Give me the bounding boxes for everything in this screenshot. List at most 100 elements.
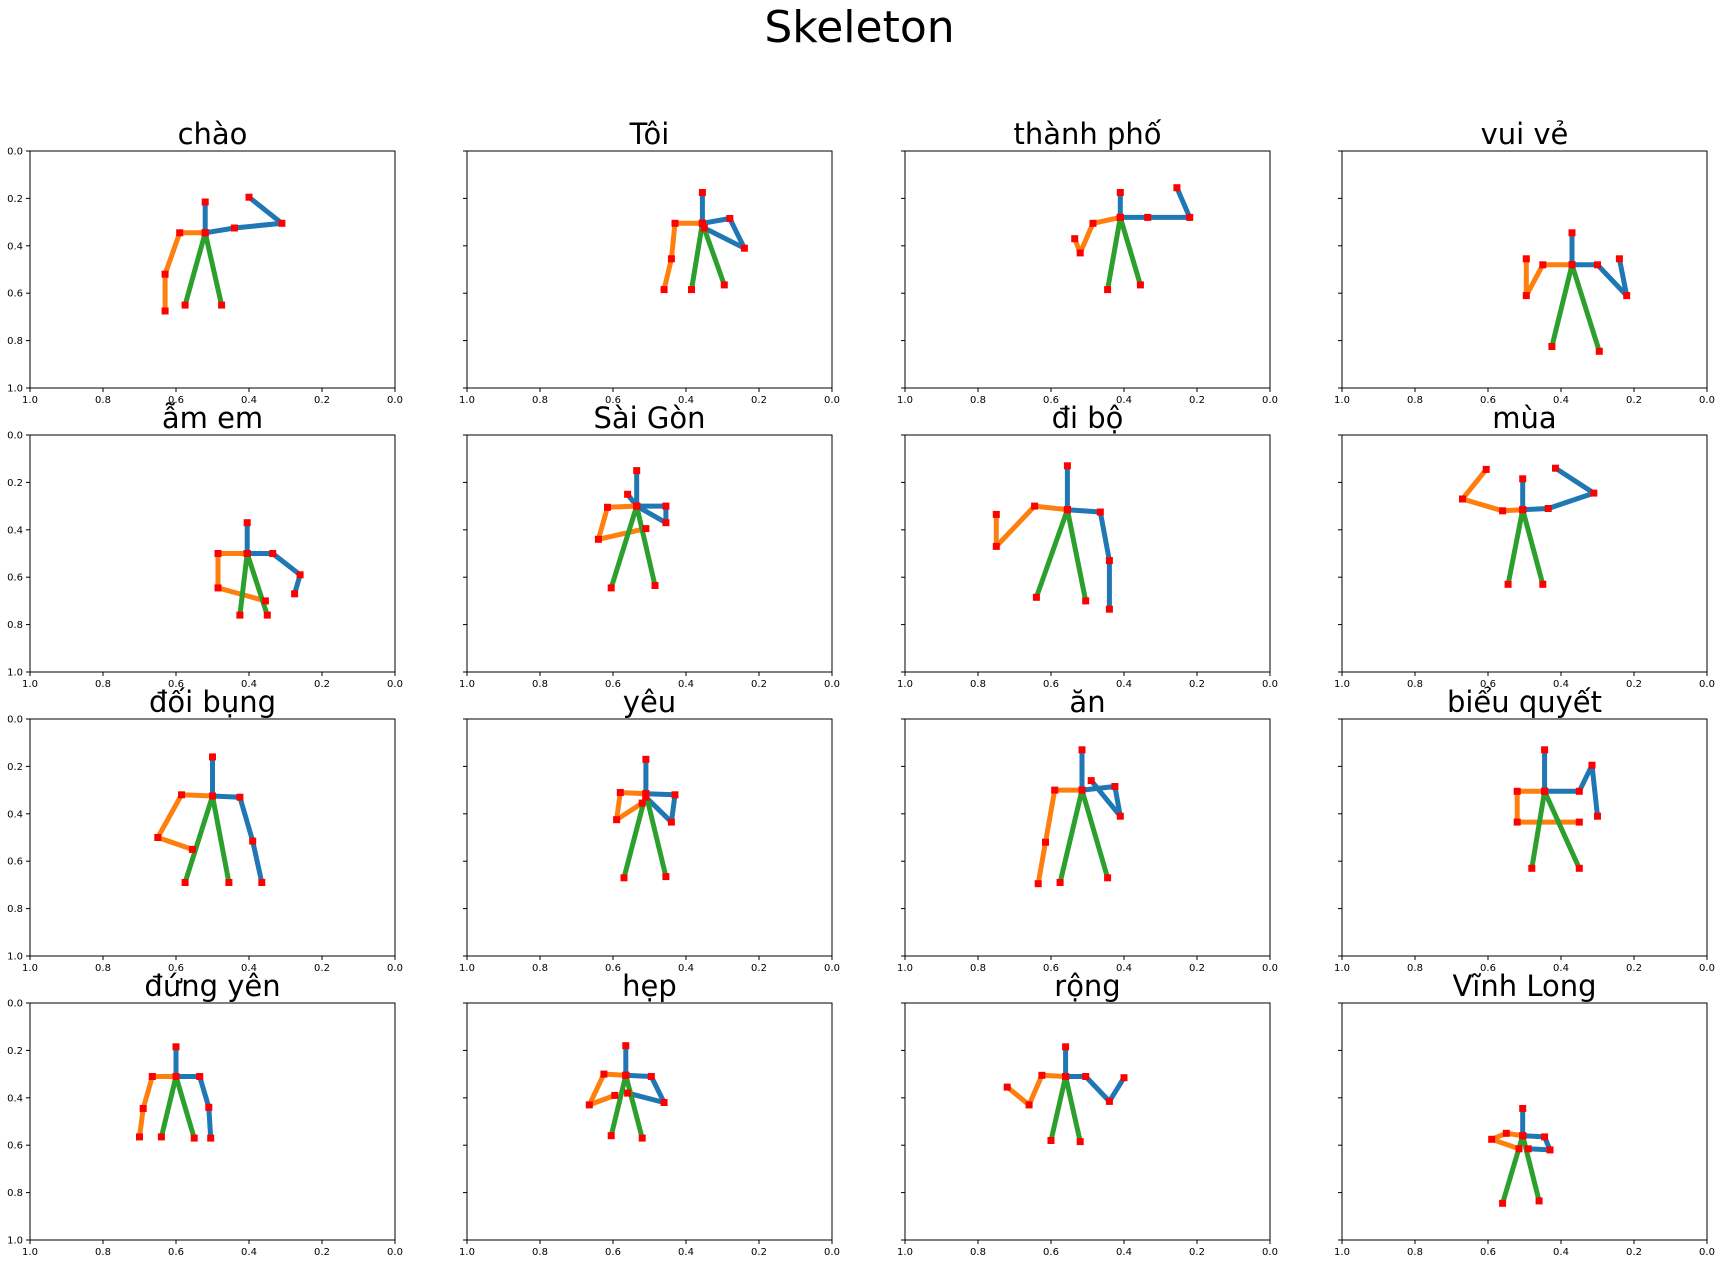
subplot-title: ăn — [1069, 685, 1105, 719]
skeleton-limb-line — [1034, 507, 1089, 602]
x-tick-label: 0.6 — [1480, 679, 1496, 690]
x-tick-label: 0.8 — [970, 963, 986, 974]
joint-marker — [1528, 864, 1536, 872]
joint-marker — [622, 1071, 630, 1079]
x-tick-label: 0.2 — [1626, 679, 1642, 690]
subplot-title: biểu quyết — [1447, 685, 1602, 719]
subplot: yêu 1.0 0.8 0.6 0.4 0.2 0.0 — [459, 685, 840, 974]
x-tick-label: 0.2 — [1189, 963, 1205, 974]
axes-frame — [29, 434, 396, 673]
x-tick-label: 1.0 — [1334, 679, 1350, 690]
joint-marker — [594, 535, 602, 543]
y-tick-label: 1.0 — [7, 952, 23, 963]
x-tick-label: 1.0 — [897, 963, 913, 974]
joint-marker — [214, 550, 222, 557]
joint-marker — [992, 510, 1000, 518]
joint-marker — [642, 755, 650, 763]
joint-marker — [726, 215, 734, 222]
x-tick-label: 0.0 — [387, 395, 403, 406]
x-tick-label: 1.0 — [459, 963, 475, 974]
joint-marker — [1173, 184, 1181, 192]
joint-marker — [1502, 1129, 1510, 1137]
axes-frame — [466, 150, 833, 389]
joint-marker — [1588, 761, 1596, 769]
joint-marker — [1552, 464, 1559, 472]
joint-marker — [1076, 1138, 1084, 1146]
joint-marker — [1504, 580, 1512, 588]
joint-marker — [1515, 1145, 1523, 1153]
x-tick-label: 0.8 — [1407, 679, 1423, 690]
joint-marker — [190, 1134, 198, 1142]
x-tick-label: 0.8 — [95, 963, 111, 974]
joint-marker — [1047, 1137, 1055, 1144]
joint-marker — [1594, 812, 1601, 820]
x-tick-label: 0.2 — [751, 1247, 767, 1258]
joint-marker — [261, 597, 269, 605]
subplot-title: thành phố — [1013, 117, 1161, 151]
joint-marker — [181, 301, 189, 309]
axes-frame — [1341, 1002, 1708, 1241]
joint-marker — [1595, 347, 1603, 355]
skeleton-limb-line — [155, 792, 213, 852]
joint-marker — [633, 467, 641, 475]
joint-marker — [700, 224, 708, 232]
joint-marker — [225, 879, 233, 886]
y-tick-label: 0.4 — [7, 525, 23, 536]
joint-marker — [1541, 746, 1549, 754]
axes-frame — [1341, 718, 1708, 957]
x-tick-label: 0.8 — [970, 1247, 986, 1258]
joint-marker — [1105, 605, 1113, 613]
joint-marker — [243, 550, 251, 557]
joint-marker — [642, 525, 650, 533]
x-tick-label: 1.0 — [897, 679, 913, 690]
x-tick-label: 1.0 — [22, 679, 38, 690]
joint-marker — [604, 503, 611, 511]
joint-marker — [667, 818, 675, 826]
x-tick-label: 1.0 — [1334, 1247, 1350, 1258]
joint-marker — [236, 793, 244, 801]
skeleton-limb-line — [661, 220, 703, 291]
y-tick-label: 0.2 — [7, 194, 23, 205]
joint-marker — [1575, 864, 1583, 872]
joint-marker — [218, 301, 226, 309]
joint-marker — [1120, 1074, 1128, 1082]
joint-marker — [660, 1099, 668, 1106]
joint-marker — [245, 193, 253, 201]
x-tick-label: 1.0 — [22, 1247, 38, 1258]
joint-marker — [1541, 1133, 1549, 1141]
subplot: đối bụng 1.0 0.8 0.6 0.4 0.2 0.0 0.0 0.2 0.4 0.6 0.… — [7, 685, 403, 974]
x-tick-label: 0.0 — [1699, 679, 1715, 690]
joint-marker — [1051, 786, 1059, 794]
y-tick-label: 0.6 — [7, 289, 23, 300]
x-tick-label: 0.2 — [1626, 1247, 1642, 1258]
joint-marker — [209, 753, 216, 761]
joint-marker — [161, 307, 169, 315]
joint-marker — [176, 229, 184, 237]
x-tick-label: 0.4 — [1553, 1247, 1569, 1258]
skeleton-limb-line — [1063, 1046, 1127, 1104]
x-tick-label: 0.2 — [314, 963, 330, 974]
x-tick-label: 0.8 — [1407, 395, 1423, 406]
joint-marker — [600, 1070, 608, 1078]
axes-frame — [1341, 434, 1708, 673]
skeleton-limb-line — [614, 790, 647, 823]
x-tick-label: 0.6 — [605, 1247, 621, 1258]
joint-marker — [642, 790, 650, 798]
joint-marker — [1568, 261, 1576, 269]
joint-marker — [1031, 502, 1039, 510]
subplot: hẹp 1.0 0.8 0.6 0.4 0.2 0.0 — [459, 969, 840, 1258]
joint-marker — [154, 834, 162, 841]
x-tick-label: 0.0 — [824, 1247, 840, 1258]
x-tick-label: 0.4 — [678, 1247, 694, 1258]
joint-marker — [616, 789, 624, 796]
joint-marker — [196, 1073, 204, 1080]
y-tick-label: 0.4 — [7, 809, 23, 820]
joint-marker — [585, 1101, 593, 1109]
x-tick-label: 0.4 — [241, 679, 257, 690]
skeleton-limb-line — [137, 1074, 176, 1138]
x-tick-label: 1.0 — [897, 1247, 913, 1258]
joint-marker — [660, 286, 668, 294]
joint-marker — [740, 244, 748, 252]
skeleton-limb-line — [1460, 467, 1523, 514]
x-tick-label: 0.0 — [1699, 963, 1715, 974]
